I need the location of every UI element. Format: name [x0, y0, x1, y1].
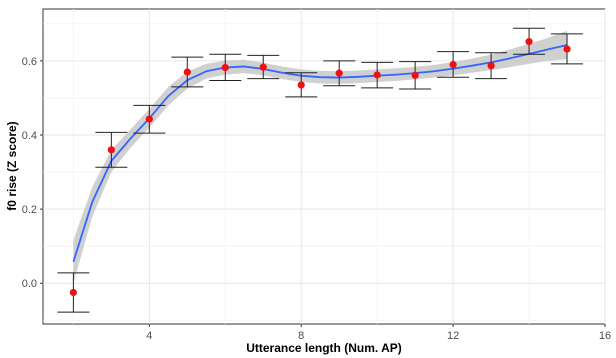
data-point	[449, 60, 457, 69]
y-tick-label: 0.6	[22, 56, 37, 68]
data-point	[563, 45, 571, 53]
axis-ticks: 4 8 12 16 0.0 0.2 0.4 0.6	[22, 56, 611, 342]
data-points	[69, 38, 571, 297]
y-axis-title: f0 rise (Z score)	[5, 121, 19, 210]
y-tick-label: 0.0	[22, 278, 37, 290]
x-tick-label: 4	[146, 330, 152, 342]
data-point	[183, 68, 191, 76]
x-tick-label: 12	[447, 330, 459, 342]
data-point	[297, 81, 305, 89]
x-tick-label: 8	[298, 330, 304, 342]
data-point	[525, 38, 533, 46]
data-point	[487, 62, 495, 70]
x-axis-title: Utterance length (Num. AP)	[246, 341, 402, 355]
data-point	[259, 63, 267, 71]
data-point	[145, 115, 153, 123]
smooth-fit-line	[72, 44, 568, 263]
data-point	[411, 71, 419, 79]
data-point	[69, 288, 77, 297]
data-point	[373, 71, 381, 79]
data-point	[107, 146, 115, 154]
y-tick-label: 0.2	[22, 204, 37, 216]
data-point	[221, 63, 229, 72]
data-point	[335, 69, 343, 77]
y-tick-label: 0.4	[22, 130, 37, 142]
x-tick-label: 16	[599, 330, 611, 342]
smooth-line	[72, 44, 568, 263]
